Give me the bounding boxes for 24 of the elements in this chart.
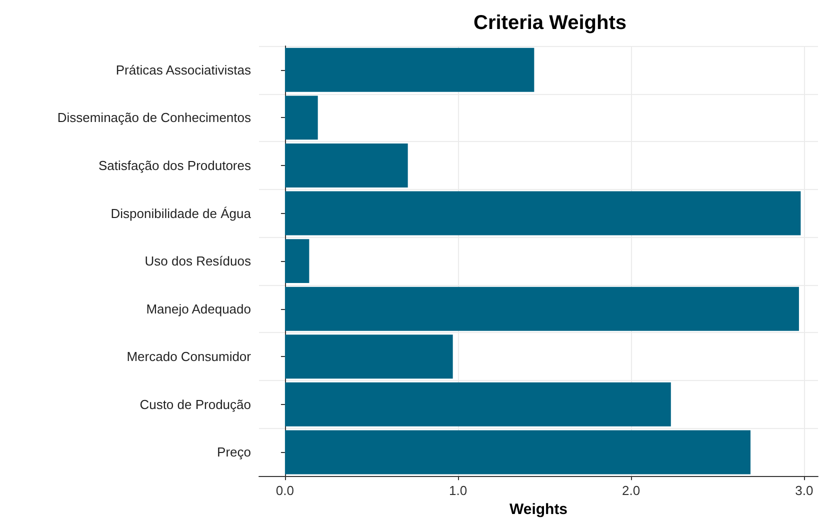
y-tick-label: Satisfação dos Produtores <box>98 158 252 173</box>
bar <box>284 96 318 140</box>
bar <box>284 191 801 236</box>
x-tick-label: 2.0 <box>622 483 640 498</box>
bar <box>284 334 453 379</box>
y-tick-label: Mercado Consumidor <box>126 349 252 364</box>
chart-title: Criteria Weights <box>474 12 626 34</box>
bar <box>284 286 799 331</box>
x-tick-label: 3.0 <box>795 483 814 498</box>
y-tick-label: Práticas Associativistas <box>116 62 252 78</box>
bar <box>284 430 751 474</box>
y-tick-label: Preço <box>217 444 251 460</box>
bar <box>284 48 534 92</box>
bar <box>284 382 671 426</box>
y-tick-label: Uso dos Resíduos <box>144 254 252 269</box>
y-tick-label: Manejo Adequado <box>146 301 251 316</box>
bar <box>284 143 408 188</box>
x-tick-label: 1.0 <box>448 483 468 498</box>
y-tick-label: Custo de Produção <box>140 396 251 412</box>
x-axis-title: Weights <box>509 501 568 518</box>
x-tick-label: 0.0 <box>276 483 294 498</box>
y-tick-label: Disseminação de Conhecimentos <box>57 110 252 126</box>
y-tick-label: Disponibilidade de Água <box>110 206 252 221</box>
bar <box>284 239 310 284</box>
